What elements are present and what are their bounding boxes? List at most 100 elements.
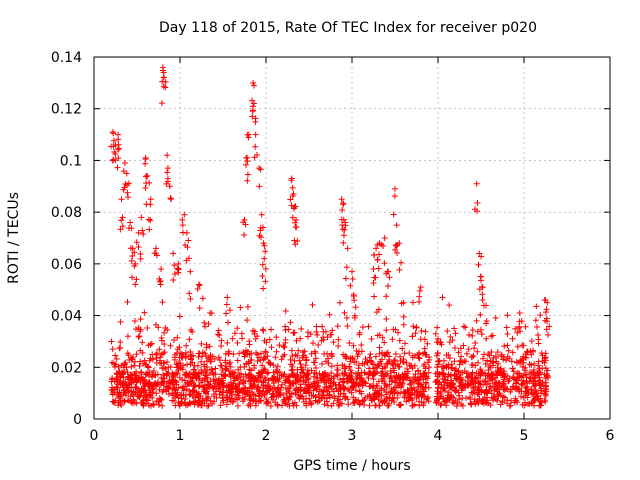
data-point [434, 350, 441, 357]
data-point [312, 364, 319, 371]
data-point [376, 344, 383, 351]
data-point [256, 389, 263, 396]
data-point [286, 396, 293, 403]
data-point [397, 376, 404, 383]
data-point [521, 402, 528, 409]
data-point [408, 379, 415, 386]
data-point [312, 355, 319, 362]
data-point [449, 365, 456, 372]
data-point [172, 386, 179, 393]
data-point [352, 304, 359, 311]
data-point [339, 370, 346, 377]
data-point [536, 380, 543, 387]
data-point [441, 379, 448, 386]
data-point [259, 261, 266, 268]
data-point [415, 393, 422, 400]
data-point [203, 341, 210, 348]
data-point [140, 385, 147, 392]
data-point [296, 377, 303, 384]
data-point [190, 398, 197, 405]
data-point [234, 357, 241, 364]
data-point [438, 341, 445, 348]
data-point [340, 239, 347, 246]
data-point [320, 336, 327, 343]
data-point [159, 299, 166, 306]
data-point [112, 150, 119, 157]
data-point [116, 145, 123, 152]
data-point [124, 189, 131, 196]
data-point [121, 160, 128, 167]
data-point [189, 359, 196, 366]
data-point [470, 352, 477, 359]
data-point [224, 294, 231, 301]
data-point [507, 386, 514, 393]
data-point [495, 379, 502, 386]
data-point [260, 285, 267, 292]
data-point [144, 172, 151, 179]
data-point [301, 388, 308, 395]
data-point [520, 353, 527, 360]
data-point [488, 385, 495, 392]
data-point [408, 395, 415, 402]
data-point [161, 349, 168, 356]
data-point [341, 226, 348, 233]
data-point [178, 392, 185, 399]
data-point [486, 352, 493, 359]
data-point [379, 349, 386, 356]
data-point [117, 344, 124, 351]
data-point [124, 333, 131, 340]
data-point [501, 394, 508, 401]
data-point [483, 394, 490, 401]
data-point [220, 399, 227, 406]
data-point [325, 360, 332, 367]
data-point [163, 383, 170, 390]
data-point [258, 379, 265, 386]
data-point [150, 385, 157, 392]
data-point [136, 394, 143, 401]
data-point [295, 394, 302, 401]
data-point [396, 337, 403, 344]
data-point [262, 265, 269, 272]
data-point [406, 394, 413, 401]
data-point [160, 69, 167, 76]
data-point [295, 347, 302, 354]
data-point [273, 334, 280, 341]
data-point [342, 219, 349, 226]
data-point [215, 327, 222, 334]
data-point [262, 248, 269, 255]
data-point [311, 380, 318, 387]
data-point [218, 337, 225, 344]
data-point [507, 402, 514, 409]
data-point [346, 363, 353, 370]
data-point [408, 402, 415, 409]
data-point [169, 390, 176, 397]
data-point [198, 358, 205, 365]
data-point [361, 396, 368, 403]
data-point [267, 403, 274, 410]
data-point [485, 375, 492, 382]
data-point [528, 338, 535, 345]
data-point [501, 343, 508, 350]
data-point [125, 180, 132, 187]
data-point [207, 397, 214, 404]
data-point [391, 357, 398, 364]
data-point [135, 376, 142, 383]
data-point [444, 392, 451, 399]
data-point [400, 321, 407, 328]
data-point [183, 342, 190, 349]
y-axis-label: ROTI / TECUs [6, 192, 22, 284]
data-point [357, 388, 364, 395]
data-point [501, 386, 508, 393]
data-point [342, 369, 349, 376]
data-point [328, 382, 335, 389]
data-point [129, 245, 136, 252]
data-point [140, 377, 147, 384]
data-point [178, 350, 185, 357]
data-point [397, 357, 404, 364]
data-point [145, 216, 152, 223]
data-point [388, 360, 395, 367]
data-point [237, 304, 244, 311]
data-point [304, 333, 311, 340]
data-point [390, 365, 397, 372]
data-point [455, 349, 462, 356]
